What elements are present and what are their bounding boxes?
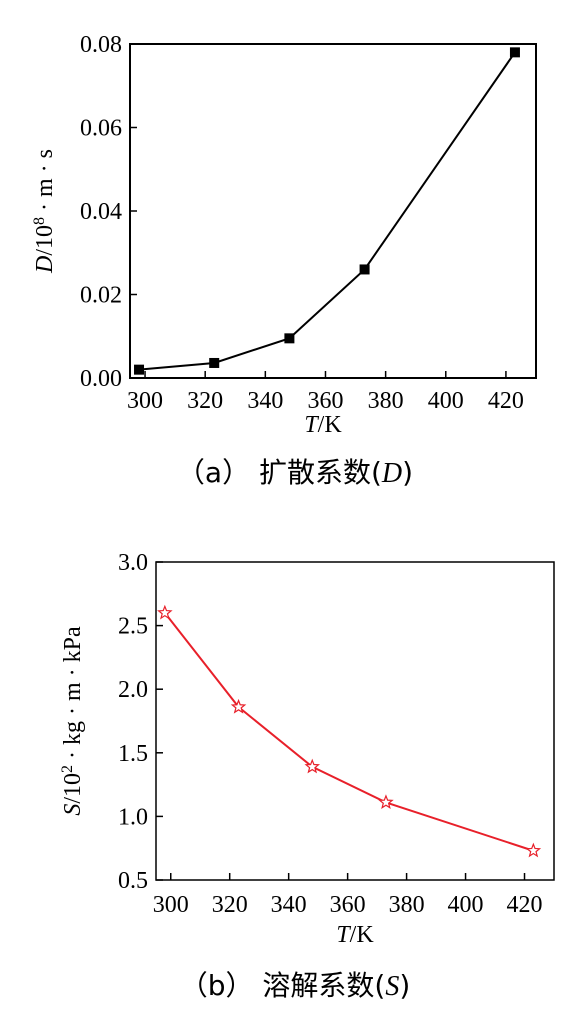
chart-a-x-axis-title: T/K (304, 412, 342, 438)
data-point (359, 264, 370, 275)
x-tick-label: 300 (127, 388, 163, 414)
y-tick-label: 3.0 (118, 550, 148, 576)
data-point (157, 604, 173, 620)
x-tick-label: 380 (389, 892, 425, 918)
data-point (134, 364, 145, 375)
chart-a-x-axis: 300 320 340 360 380 400 420 (127, 371, 524, 414)
chart-b-x-axis: 300 320 340 360 380 400 420 (153, 873, 543, 918)
chart-b-caption: （b） 溶解系数(S) (180, 969, 411, 1002)
chart-a-y-axis: 0.00 0.02 0.04 0.06 0.08 (80, 32, 137, 392)
x-tick-label: 320 (187, 388, 223, 414)
y-tick-label: 1.5 (118, 741, 148, 767)
x-tick-label: 380 (368, 388, 404, 414)
data-point (230, 698, 247, 714)
data-point (525, 842, 542, 858)
x-tick-label: 340 (271, 892, 307, 918)
chart-a-frame (129, 43, 537, 379)
series-line (138, 51, 516, 371)
x-tick-label: 400 (428, 388, 464, 414)
x-tick-label: 320 (212, 892, 248, 918)
y-tick-label: 0.06 (80, 116, 122, 142)
x-tick-label: 420 (507, 892, 543, 918)
data-point (378, 794, 394, 810)
y-tick-label: 2.0 (118, 677, 148, 703)
y-tick-label: 0.00 (80, 366, 122, 392)
x-tick-label: 420 (488, 388, 524, 414)
x-tick-label: 360 (330, 892, 366, 918)
data-point (209, 357, 220, 368)
chart-b-y-axis-title: S/102 · kg · m · kPa (59, 626, 87, 816)
chart-a-caption: （a） 扩散系数(D) (177, 456, 413, 489)
chart-b-series (157, 604, 542, 858)
y-tick-label: 0.04 (80, 199, 122, 225)
data-point (304, 758, 321, 774)
y-tick-label: 0.5 (118, 868, 148, 894)
y-tick-label: 0.08 (80, 32, 122, 58)
x-tick-label: 400 (448, 892, 484, 918)
data-point (509, 47, 520, 58)
chart-b: 0.5 1.0 1.5 2.0 2.5 3.0 300 320 340 360 380 400 420… (59, 550, 555, 1002)
chart-a: 0.00 0.02 0.04 0.06 0.08 300 320 340 360 380 400 4… (31, 32, 537, 489)
x-tick-label: 340 (247, 388, 283, 414)
y-tick-label: 1.0 (118, 804, 148, 830)
y-tick-label: 2.5 (118, 614, 148, 640)
data-point (284, 333, 295, 344)
chart-b-y-axis: 0.5 1.0 1.5 2.0 2.5 3.0 (118, 550, 163, 894)
x-tick-label: 300 (153, 892, 189, 918)
chart-a-series (134, 47, 520, 375)
y-tick-label: 0.02 (80, 283, 122, 309)
chart-b-x-axis-title: T/K (336, 922, 374, 948)
x-tick-label: 360 (307, 388, 343, 414)
series-line (164, 612, 534, 852)
chart-a-y-axis-title: D/108 · m · s (31, 149, 59, 274)
chart-b-frame (155, 561, 555, 881)
